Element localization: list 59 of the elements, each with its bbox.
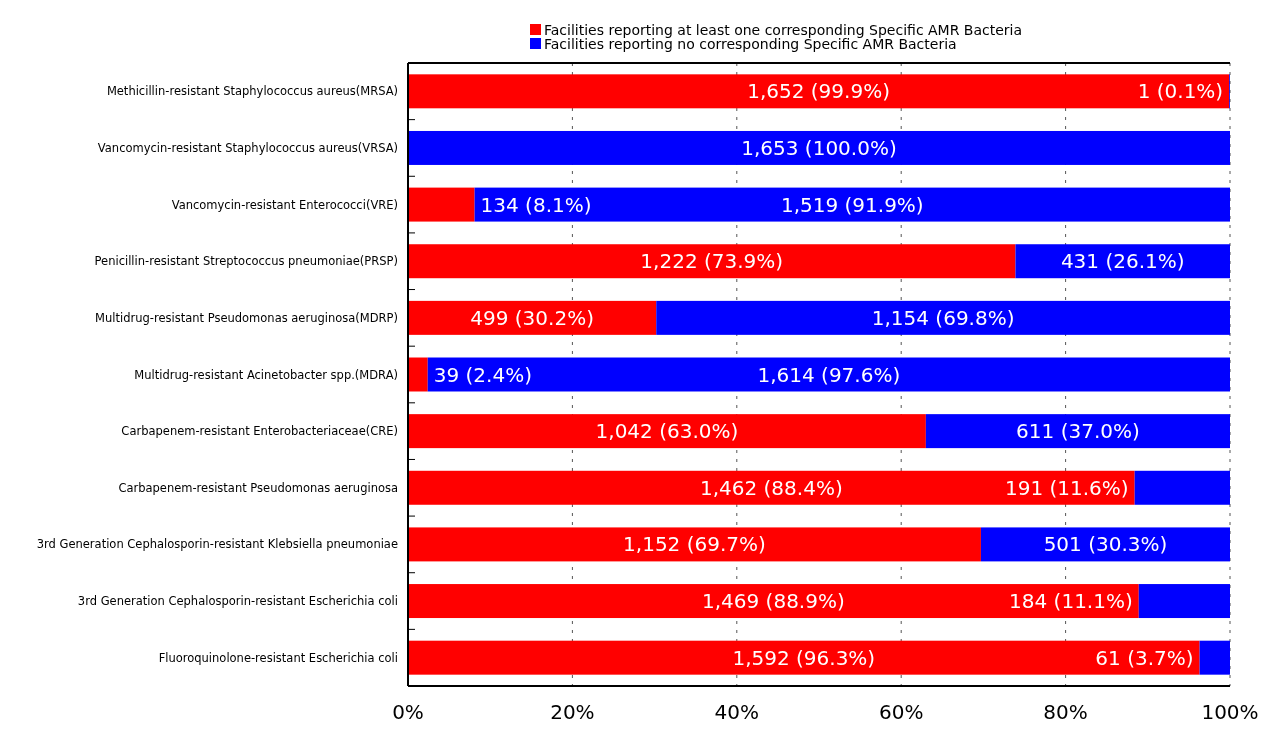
- bar: [1134, 470, 1230, 505]
- bar: [408, 357, 428, 392]
- bar: [408, 244, 1016, 279]
- bar: [1015, 244, 1230, 279]
- bar: [408, 584, 1139, 619]
- bar: [408, 187, 475, 222]
- bar: [408, 640, 1200, 675]
- data-label: 1,222 (73.9%): [640, 249, 784, 274]
- data-label: 191 (11.6%): [1004, 475, 1129, 500]
- bar: [408, 300, 657, 335]
- y-tick-label: 3rd Generation Cephalosporin-resistant Klebsiella pneumoniae: [36, 537, 398, 552]
- legend-label: Facilities reporting at least one corresponding Specific AMR Bacteria: [544, 21, 1023, 38]
- y-tick-label: Multidrug-resistant Acinetobacter spp.(MDRA): [134, 367, 398, 382]
- bar: [1138, 584, 1230, 619]
- x-tick-label: 0%: [392, 700, 424, 724]
- y-tick-label: Methicillin-resistant Staphylococcus aureus(MRSA): [106, 84, 398, 99]
- data-label: 1,154 (69.8%): [871, 305, 1015, 330]
- bar: [925, 414, 1230, 449]
- bar: [427, 357, 1230, 392]
- data-label: 134 (8.1%): [480, 192, 592, 217]
- bar: [408, 527, 981, 562]
- x-tick-label: 40%: [714, 700, 760, 724]
- data-label: 39 (2.4%): [433, 362, 532, 387]
- data-label: 499 (30.2%): [470, 305, 594, 330]
- y-tick-label: Fluoroquinolone-resistant Escherichia coli: [158, 650, 398, 665]
- data-label: 1,462 (88.4%): [699, 475, 843, 500]
- data-label: 1,614 (97.6%): [757, 362, 901, 387]
- data-label: 1,469 (88.9%): [702, 589, 845, 614]
- x-tick-label: 80%: [1043, 700, 1088, 724]
- bar: [408, 74, 1230, 109]
- bar: [474, 187, 1230, 222]
- data-label: 501 (30.3%): [1043, 532, 1168, 557]
- y-tick-label: Vancomycin-resistant Enterococci(VRE): [171, 197, 398, 212]
- y-tick-label: Carbapenem-resistant Pseudomonas aeruginosa: [118, 480, 398, 495]
- data-label: 1 (0.1%): [1137, 79, 1224, 104]
- data-label: 611 (37.0%): [1016, 419, 1140, 444]
- data-label: 1,653 (100.0%): [741, 135, 897, 160]
- x-tick-label: 60%: [878, 700, 924, 724]
- y-tick-label: 3rd Generation Cephalosporin-resistant Escherichia coli: [77, 594, 398, 609]
- data-label: 184 (11.1%): [1009, 589, 1133, 614]
- bar: [1199, 640, 1230, 675]
- bar: [408, 130, 1230, 165]
- y-tick-label: Vancomycin-resistant Staphylococcus aureus(VRSA): [97, 140, 398, 155]
- data-label: 1,592 (96.3%): [732, 645, 876, 670]
- data-label: 1,519 (91.9%): [780, 192, 924, 217]
- data-label: 1,152 (69.7%): [623, 532, 766, 557]
- bar: [656, 300, 1230, 335]
- x-tick-label: 20%: [550, 700, 595, 724]
- data-label: 431 (26.1%): [1060, 249, 1185, 274]
- x-tick-label: 100%: [1201, 700, 1259, 724]
- data-label: 61 (3.7%): [1095, 645, 1194, 670]
- bar: [408, 414, 926, 449]
- y-tick-label: Multidrug-resistant Pseudomonas aeruginosa(MDRP): [95, 310, 398, 325]
- y-tick-label: Penicillin-resistant Streptococcus pneumoniae(PRSP): [94, 254, 398, 269]
- data-label: 1,652 (99.9%): [747, 79, 890, 104]
- bar: [408, 470, 1135, 505]
- data-label: 1,042 (63.0%): [595, 419, 739, 444]
- bar: [980, 527, 1230, 562]
- y-tick-label: Carbapenem-resistant Enterobacteriaceae(CRE): [121, 424, 398, 439]
